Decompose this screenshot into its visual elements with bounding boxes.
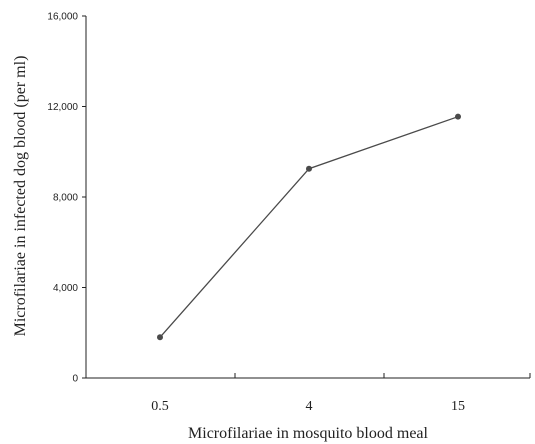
y-tick-label: 16,000 bbox=[47, 12, 78, 23]
axes bbox=[85, 16, 530, 379]
x-ticks: 0.5 4 15 bbox=[151, 373, 531, 414]
series-line bbox=[159, 116, 459, 338]
y-tick-label: 8,000 bbox=[53, 193, 78, 204]
y-tick-label: 12,000 bbox=[47, 102, 78, 113]
x-tick-label: 15 bbox=[451, 399, 465, 414]
x-tick-label: 0.5 bbox=[151, 399, 169, 414]
y-tick-label: 4,000 bbox=[53, 283, 78, 294]
y-tick-label: 0 bbox=[72, 374, 78, 385]
x-tick-label: 4 bbox=[306, 399, 313, 414]
plot-area bbox=[157, 113, 461, 341]
y-axis-label: Microfilariae in infected dog blood (per… bbox=[12, 56, 29, 337]
y-ticks: 0 4,000 8,000 12,000 16,000 bbox=[47, 12, 86, 385]
data-point bbox=[306, 165, 312, 172]
data-point bbox=[455, 113, 461, 120]
data-point bbox=[157, 334, 163, 341]
x-axis-label: Microfilariae in mosquito blood meal bbox=[188, 425, 429, 442]
